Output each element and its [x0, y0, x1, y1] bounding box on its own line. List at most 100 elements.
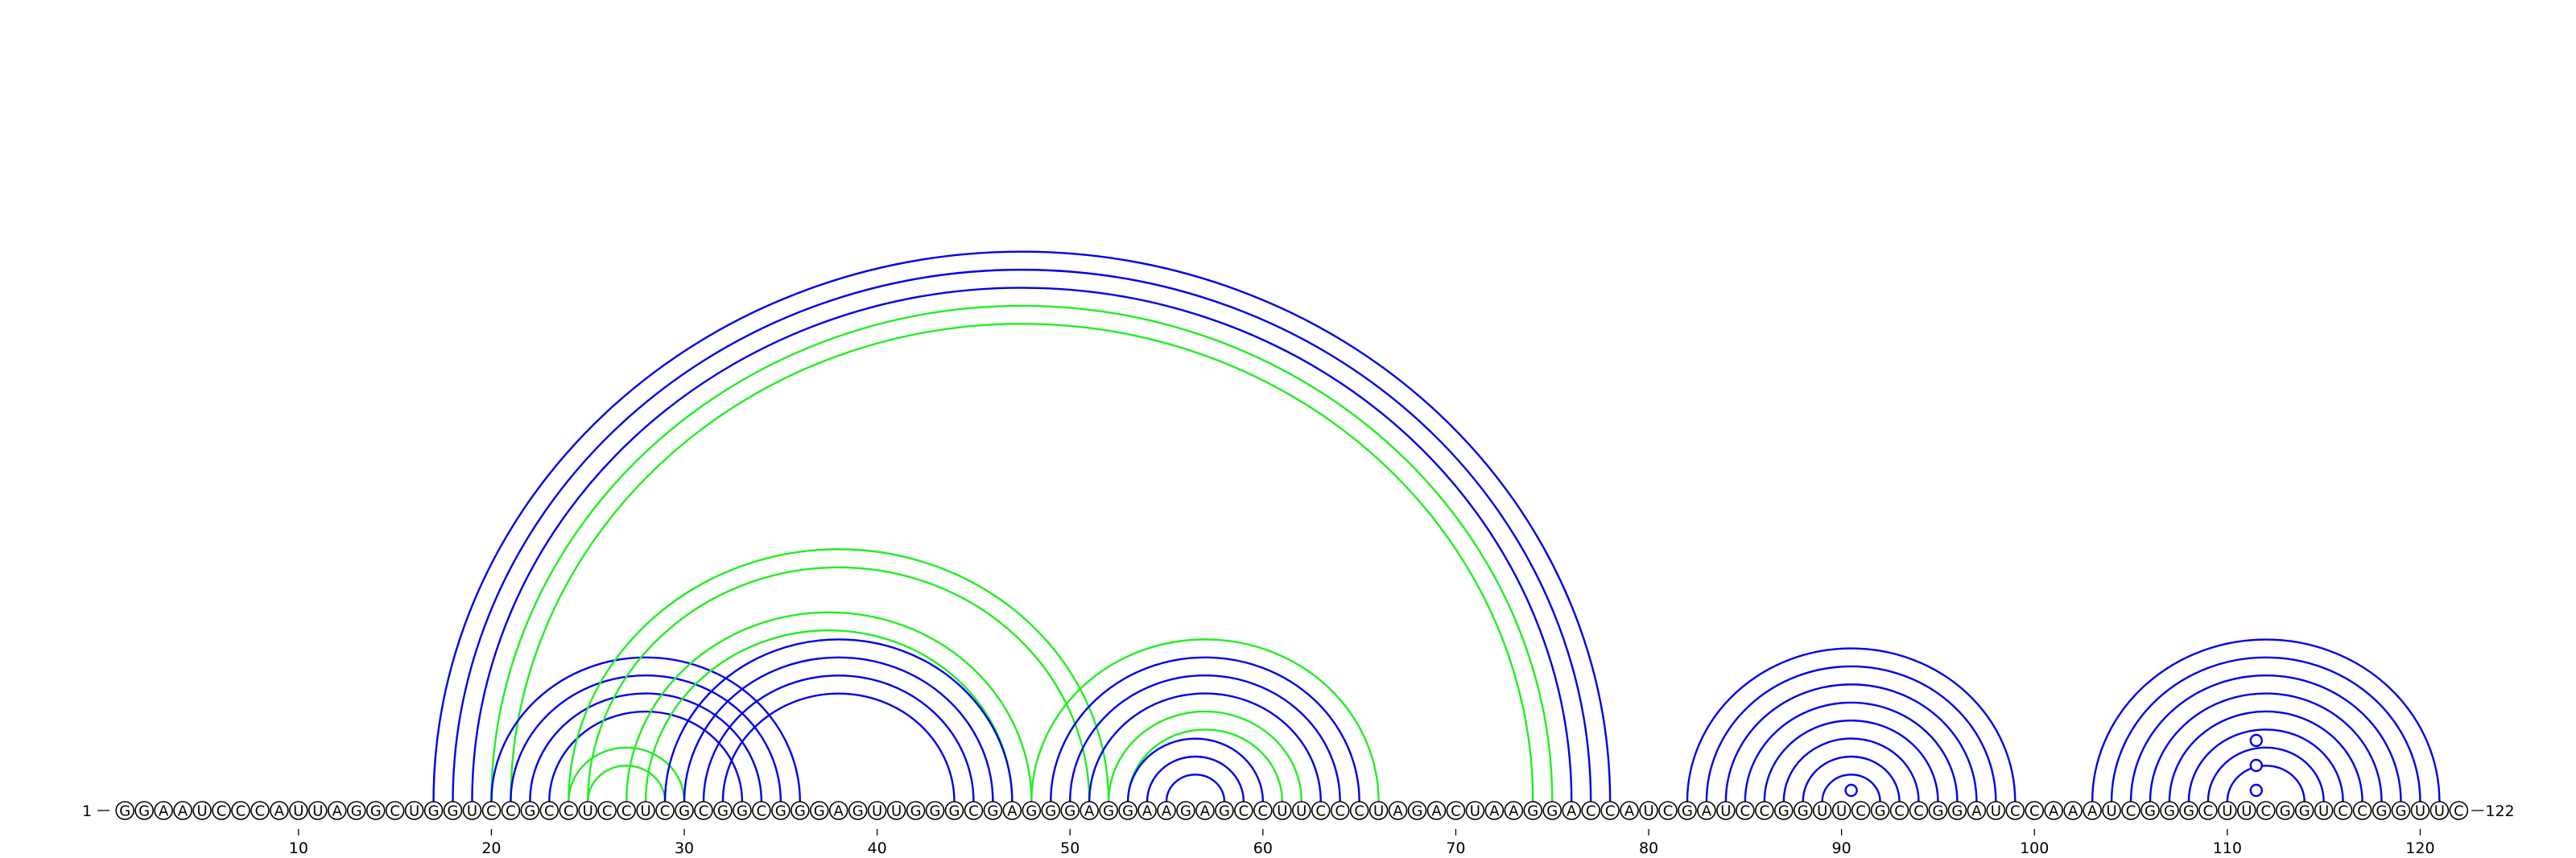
nucleotide: A — [1195, 801, 1215, 820]
nucleotide-letter: U — [1643, 803, 1653, 820]
ruler-tick-label: 30 — [675, 839, 694, 857]
nucleotide-circle — [346, 801, 366, 820]
base-pair-arc — [529, 692, 763, 802]
nucleotide-circle — [2449, 801, 2469, 820]
nucleotide-circle — [134, 801, 154, 820]
nucleotide-letter: U — [293, 803, 303, 820]
nucleotide-letter: G — [1219, 803, 1230, 820]
nucleotide-circle — [1273, 801, 1292, 820]
ruler-tick-label: 90 — [1832, 839, 1852, 857]
nucleotide: C — [2198, 801, 2218, 820]
nucleotide-letter: A — [1567, 803, 1577, 820]
nucleotide: G — [2179, 801, 2198, 820]
nucleotide: A — [2083, 801, 2102, 820]
nucleotide-circle — [809, 801, 829, 820]
nucleotide-circle — [2275, 801, 2295, 820]
nucleotide-circle — [1658, 801, 1678, 820]
ruler-tick-label: 40 — [868, 839, 887, 857]
nucleotide-letter: U — [1277, 803, 1287, 820]
nucleotide-letter: U — [467, 803, 477, 820]
nucleotide-circle — [1986, 801, 2006, 820]
nucleotide-letter: C — [236, 803, 246, 820]
base-pair-arc — [1724, 683, 1978, 802]
base-pair-arc — [1126, 728, 1283, 802]
nucleotide: G — [423, 801, 444, 820]
nucleotide-circle — [559, 801, 579, 820]
nucleotide-letter: U — [1836, 803, 1847, 820]
nucleotide-letter: C — [1335, 803, 1345, 820]
nucleotide-letter: A — [1702, 803, 1712, 820]
nucleotide: G — [1022, 801, 1042, 820]
nucleotide-letter: U — [2415, 803, 2425, 820]
nucleotide: C — [2005, 801, 2025, 820]
nucleotide-letter: G — [1527, 803, 1538, 820]
nucleotide: A — [2063, 801, 2083, 820]
nucleotide-letter: A — [1509, 803, 1519, 820]
nucleotide-circle — [1022, 801, 1042, 820]
nucleotide: U — [1986, 801, 2006, 820]
nucleotide-circle — [944, 801, 964, 820]
nucleotide-circle — [771, 801, 791, 820]
nucleotide-letter: G — [775, 803, 786, 820]
nucleotide: G — [1041, 801, 1061, 820]
base-pair-arc — [1050, 656, 1360, 802]
ruler-tick-label: 60 — [1253, 839, 1273, 857]
base-pair-arc — [2149, 692, 2383, 802]
base-pair-arc — [1802, 755, 1901, 802]
base-pair-arc — [568, 746, 686, 802]
ruler-tick-label: 110 — [2213, 839, 2242, 857]
nucleotide-circle — [2410, 801, 2430, 820]
nucleotide: U — [1716, 801, 1736, 820]
nucleotide-circle — [2160, 801, 2179, 820]
base-pair-arc — [452, 269, 1592, 802]
nucleotide: G — [365, 801, 386, 820]
nucleotide-circle — [1060, 801, 1080, 820]
nucleotide: G — [983, 801, 1003, 820]
nucleotide-letter: C — [2029, 803, 2040, 820]
nucleotide: A — [1426, 801, 1447, 820]
nucleotide: A — [1620, 801, 1639, 820]
nucleotide-circle — [1716, 801, 1736, 820]
nucleotide-letter: A — [1200, 803, 1211, 820]
nucleotide: C — [964, 801, 984, 820]
nucleotide: A — [828, 801, 848, 820]
nucleotide: C — [231, 801, 250, 820]
base-pair-arc — [702, 674, 975, 802]
nucleotide-letter: G — [524, 803, 535, 820]
nucleotide: G — [944, 801, 964, 820]
base-pair-arc — [587, 765, 667, 802]
nucleotide-circle — [443, 801, 463, 820]
nucleotide-circle — [404, 801, 424, 820]
nucleotide-letter: U — [1720, 803, 1731, 820]
nucleotide-letter: G — [1932, 803, 1943, 820]
nucleotide-letter: G — [679, 803, 690, 820]
base-pair-arc — [1744, 701, 1959, 802]
nucleotide-circle — [1215, 801, 1234, 820]
nucleotide-circle — [2237, 801, 2256, 820]
nucleotide-letter: G — [1951, 803, 1963, 820]
nucleotide: C — [559, 801, 579, 820]
nucleotide-letter: A — [1431, 803, 1442, 820]
nucleotide-circle — [423, 801, 444, 820]
nucleotide: G — [675, 801, 694, 820]
nucleotide-circle — [713, 801, 733, 820]
nucleotide: U — [1812, 801, 1832, 820]
nucleotide: U — [867, 801, 887, 820]
nucleotide-circle — [2429, 801, 2450, 820]
base-pair-arc — [2091, 638, 2441, 802]
nucleotide: G — [1215, 801, 1234, 820]
nucleotide: U — [886, 801, 906, 820]
nucleotide: G — [1793, 801, 1813, 820]
nucleotide: C — [1851, 801, 1871, 820]
nucleotide-letter: C — [1913, 803, 1924, 820]
nucleotide-letter: U — [2106, 803, 2116, 820]
nucleotide: U — [1291, 801, 1311, 820]
nucleotide-circle — [2121, 801, 2140, 820]
nucleotide-circle — [1330, 801, 1350, 820]
nucleotide: G — [809, 801, 829, 820]
loop-marker — [2249, 783, 2263, 798]
nucleotide-letter: A — [178, 803, 188, 820]
nucleotide-letter: G — [119, 803, 130, 820]
nucleotide: C — [2449, 801, 2469, 820]
nucleotide-circle — [1678, 801, 1697, 820]
